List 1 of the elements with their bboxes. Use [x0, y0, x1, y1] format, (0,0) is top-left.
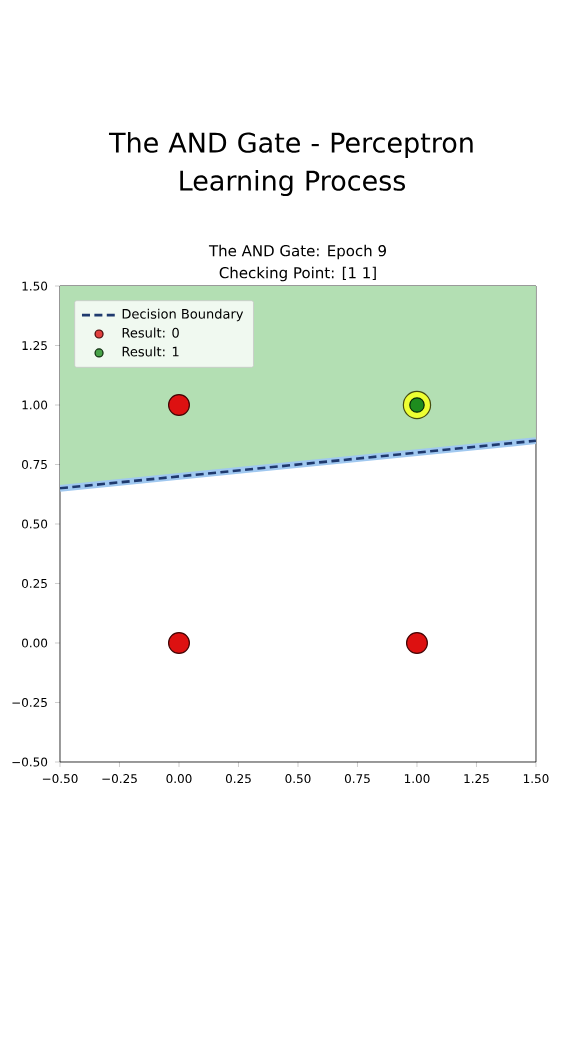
chart-title: The AND Gate - Perceptron Learning Process — [108, 131, 473, 197]
